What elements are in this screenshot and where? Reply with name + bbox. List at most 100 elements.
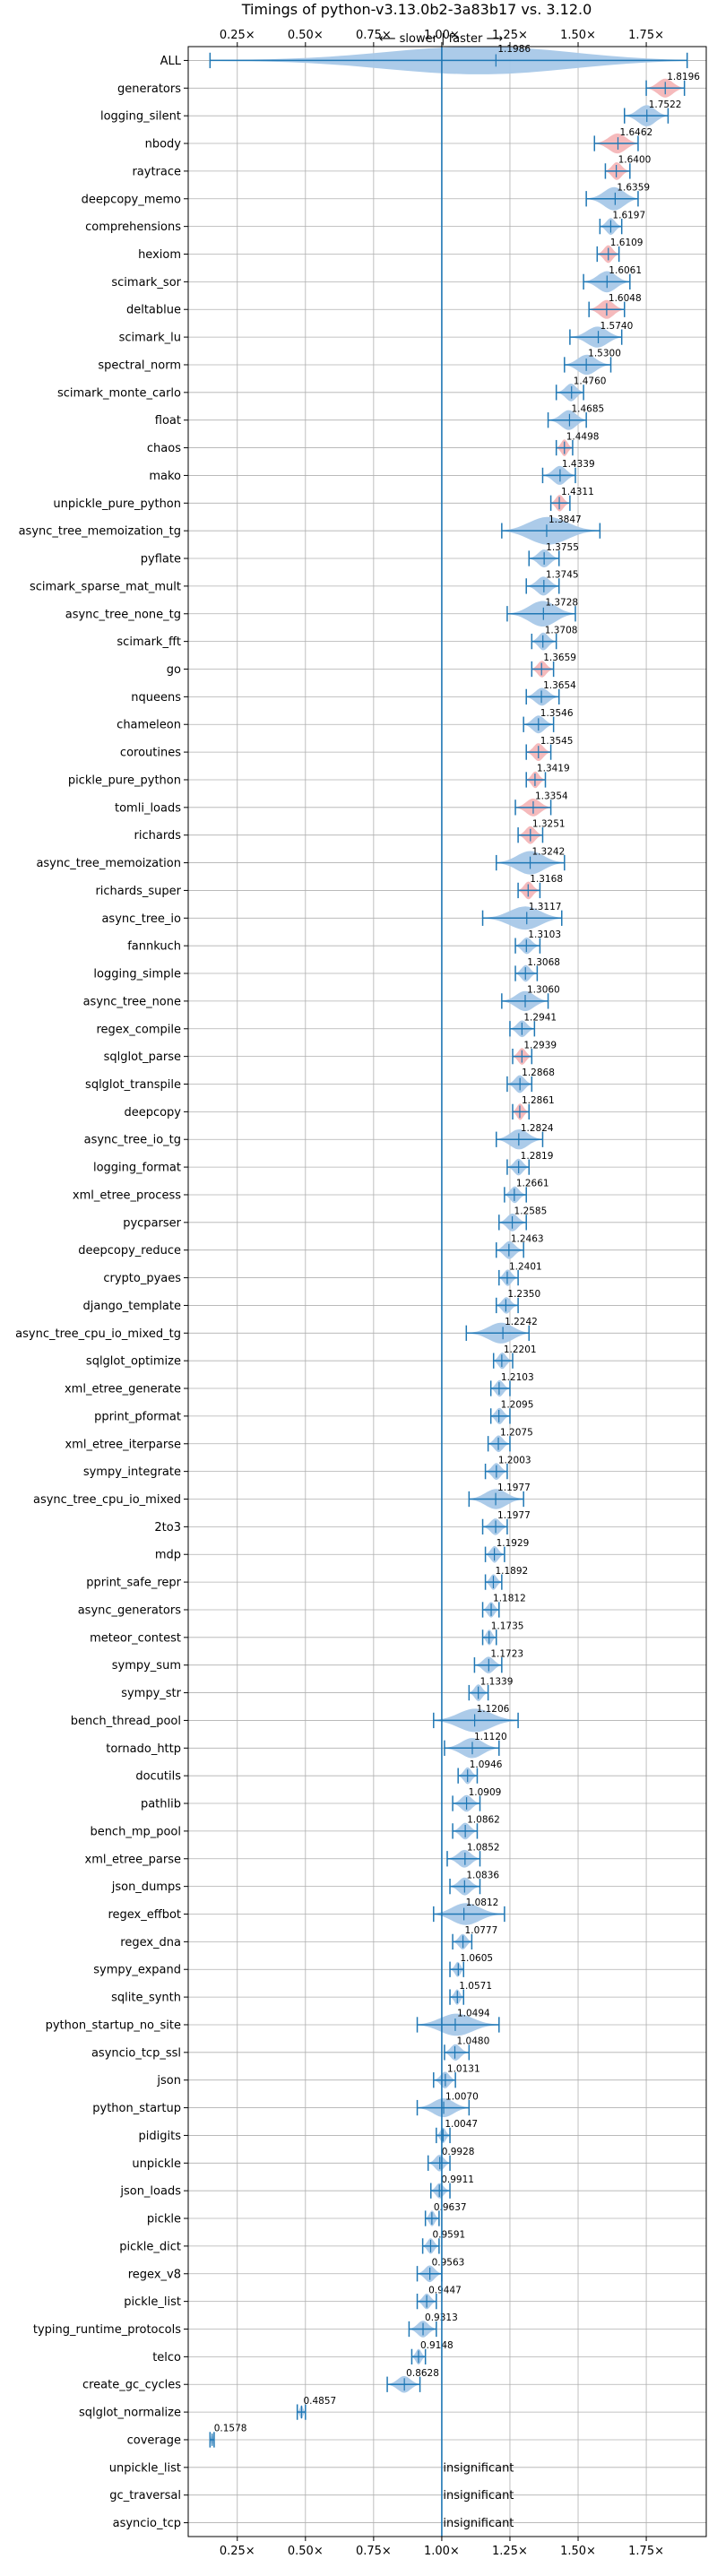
value-label: 1.0070 <box>445 2091 479 2102</box>
value-label: 1.0047 <box>445 2119 478 2130</box>
value-label: 1.1723 <box>490 1648 523 1659</box>
value-label: 1.5740 <box>600 321 634 332</box>
category-label: bench_thread_pool <box>71 1715 181 1728</box>
value-label: 1.2075 <box>500 1428 533 1439</box>
value-label: 1.3168 <box>530 874 563 885</box>
value-label: 1.0480 <box>457 2036 490 2047</box>
value-label: 0.9447 <box>428 2285 462 2295</box>
value-label: 1.0909 <box>469 1787 502 1798</box>
value-label: 1.0836 <box>466 1870 499 1880</box>
category-label: spectral_norm <box>98 359 181 372</box>
category-label: richards <box>134 829 182 843</box>
x-axis-ticks: 0.25× 0.25× 0.50× 0.50× 0.75× 0.75× 1.00× 1.00×… <box>184 29 664 2558</box>
x-tick-label-top: 0.50× <box>288 29 324 42</box>
value-label: 1.6462 <box>619 127 652 138</box>
category-label: fannkuch <box>127 940 181 954</box>
category-label: regex_compile <box>96 1023 181 1036</box>
value-label: 0.8628 <box>406 2368 439 2379</box>
value-label: 1.3755 <box>546 542 579 553</box>
value-label: 1.4685 <box>571 403 604 414</box>
category-label: telco <box>152 2351 181 2364</box>
x-tick-label-bottom: 1.00× <box>424 2545 460 2558</box>
value-label: 0.9637 <box>434 2202 467 2213</box>
value-label: 1.3060 <box>527 985 560 996</box>
category-label: django_template <box>83 1300 181 1313</box>
value-label: 1.2661 <box>516 1179 549 1189</box>
value-label: 1.0131 <box>447 2063 480 2074</box>
insignificant-label: insignificant <box>443 2489 514 2503</box>
value-label: 1.2585 <box>514 1206 548 1217</box>
category-label: json_dumps <box>111 1880 181 1894</box>
value-label: 1.6400 <box>618 155 652 166</box>
category-label: sqlglot_optimize <box>86 1355 181 1369</box>
x-tick-label-top: 0.25× <box>220 29 255 42</box>
category-label: pprint_pformat <box>94 1410 181 1423</box>
value-label: 1.3242 <box>532 846 566 857</box>
value-label: 1.0605 <box>460 1953 493 1964</box>
category-label: logging_silent <box>100 110 181 124</box>
category-label: regex_dna <box>120 1936 181 1949</box>
category-label: 2to3 <box>154 1521 181 1534</box>
category-label: docutils <box>135 1770 181 1784</box>
value-label: 1.1986 <box>497 44 531 55</box>
chart-title: Timings of python-v3.13.0b2-3a83b17 vs. … <box>241 1 592 18</box>
value-label: 1.1977 <box>497 1482 531 1493</box>
category-label: richards_super <box>95 885 181 898</box>
category-label: pickle_list <box>124 2295 181 2309</box>
value-label: 1.6109 <box>610 238 644 248</box>
category-label: bench_mp_pool <box>90 1825 181 1838</box>
category-label: sqlglot_transpile <box>85 1078 181 1092</box>
category-label: async_generators <box>78 1604 182 1617</box>
violins: 1.1986 1.8196 1.7522 1.6462 1.6400 1.6359 1.61… <box>209 44 700 2537</box>
category-label: chameleon <box>117 719 181 732</box>
value-label: 1.0494 <box>457 2009 490 2019</box>
value-label: 1.2103 <box>501 1372 534 1383</box>
value-label: 1.6197 <box>612 210 645 220</box>
value-label: 1.2941 <box>523 1013 557 1024</box>
category-label: sqlglot_parse <box>104 1050 181 1064</box>
value-label: 1.1120 <box>474 1732 507 1742</box>
category-label: hexiom <box>138 248 181 262</box>
value-label: 1.2095 <box>501 1400 534 1411</box>
value-label: 1.1735 <box>491 1621 524 1632</box>
category-label: python_startup <box>92 2102 181 2115</box>
value-label: 0.9591 <box>432 2230 465 2241</box>
category-label: deepcopy_memo <box>82 193 181 206</box>
category-label: create_gc_cycles <box>82 2379 181 2392</box>
insignificant-label: insignificant <box>443 2461 514 2475</box>
plot-frame <box>187 46 707 2537</box>
x-tick-label-bottom: 1.50× <box>560 2545 596 2558</box>
category-label: regex_effbot <box>108 1908 181 1922</box>
x-tick-label-top: 1.75× <box>628 29 664 42</box>
category-label: float <box>155 414 181 428</box>
category-label: nqueens <box>131 691 181 705</box>
value-label: 1.3546 <box>540 708 574 719</box>
value-label: 1.1812 <box>493 1594 526 1604</box>
category-label: nbody <box>145 138 182 151</box>
x-tick-label-top: 0.75× <box>356 29 392 42</box>
value-label: 1.7522 <box>649 99 682 110</box>
x-tick-label-top: 1.50× <box>560 29 596 42</box>
category-label: regex_v8 <box>128 2268 181 2281</box>
category-label: async_tree_cpu_io_mixed_tg <box>15 1327 181 1341</box>
value-label: 1.0812 <box>466 1897 499 1908</box>
x-tick-label-bottom: 1.75× <box>628 2545 664 2558</box>
category-label: async_tree_memoization <box>36 857 181 870</box>
value-label: 1.1892 <box>495 1566 528 1577</box>
value-label: 1.3545 <box>540 736 574 747</box>
value-label: 0.9563 <box>432 2258 465 2269</box>
value-label: 1.2868 <box>522 1068 555 1078</box>
value-label: 1.2939 <box>523 1040 557 1050</box>
value-label: 1.3103 <box>528 929 561 940</box>
category-label: crypto_pyaes <box>103 1272 181 1285</box>
value-label: 0.9928 <box>442 2147 475 2157</box>
category-label: deepcopy <box>124 1106 181 1119</box>
value-label: 1.0777 <box>465 1925 498 1936</box>
category-label: go <box>167 663 181 677</box>
x-tick-label-bottom: 0.75× <box>356 2545 392 2558</box>
category-label: typing_runtime_protocols <box>33 2323 181 2337</box>
category-label: pathlib <box>141 1798 181 1811</box>
